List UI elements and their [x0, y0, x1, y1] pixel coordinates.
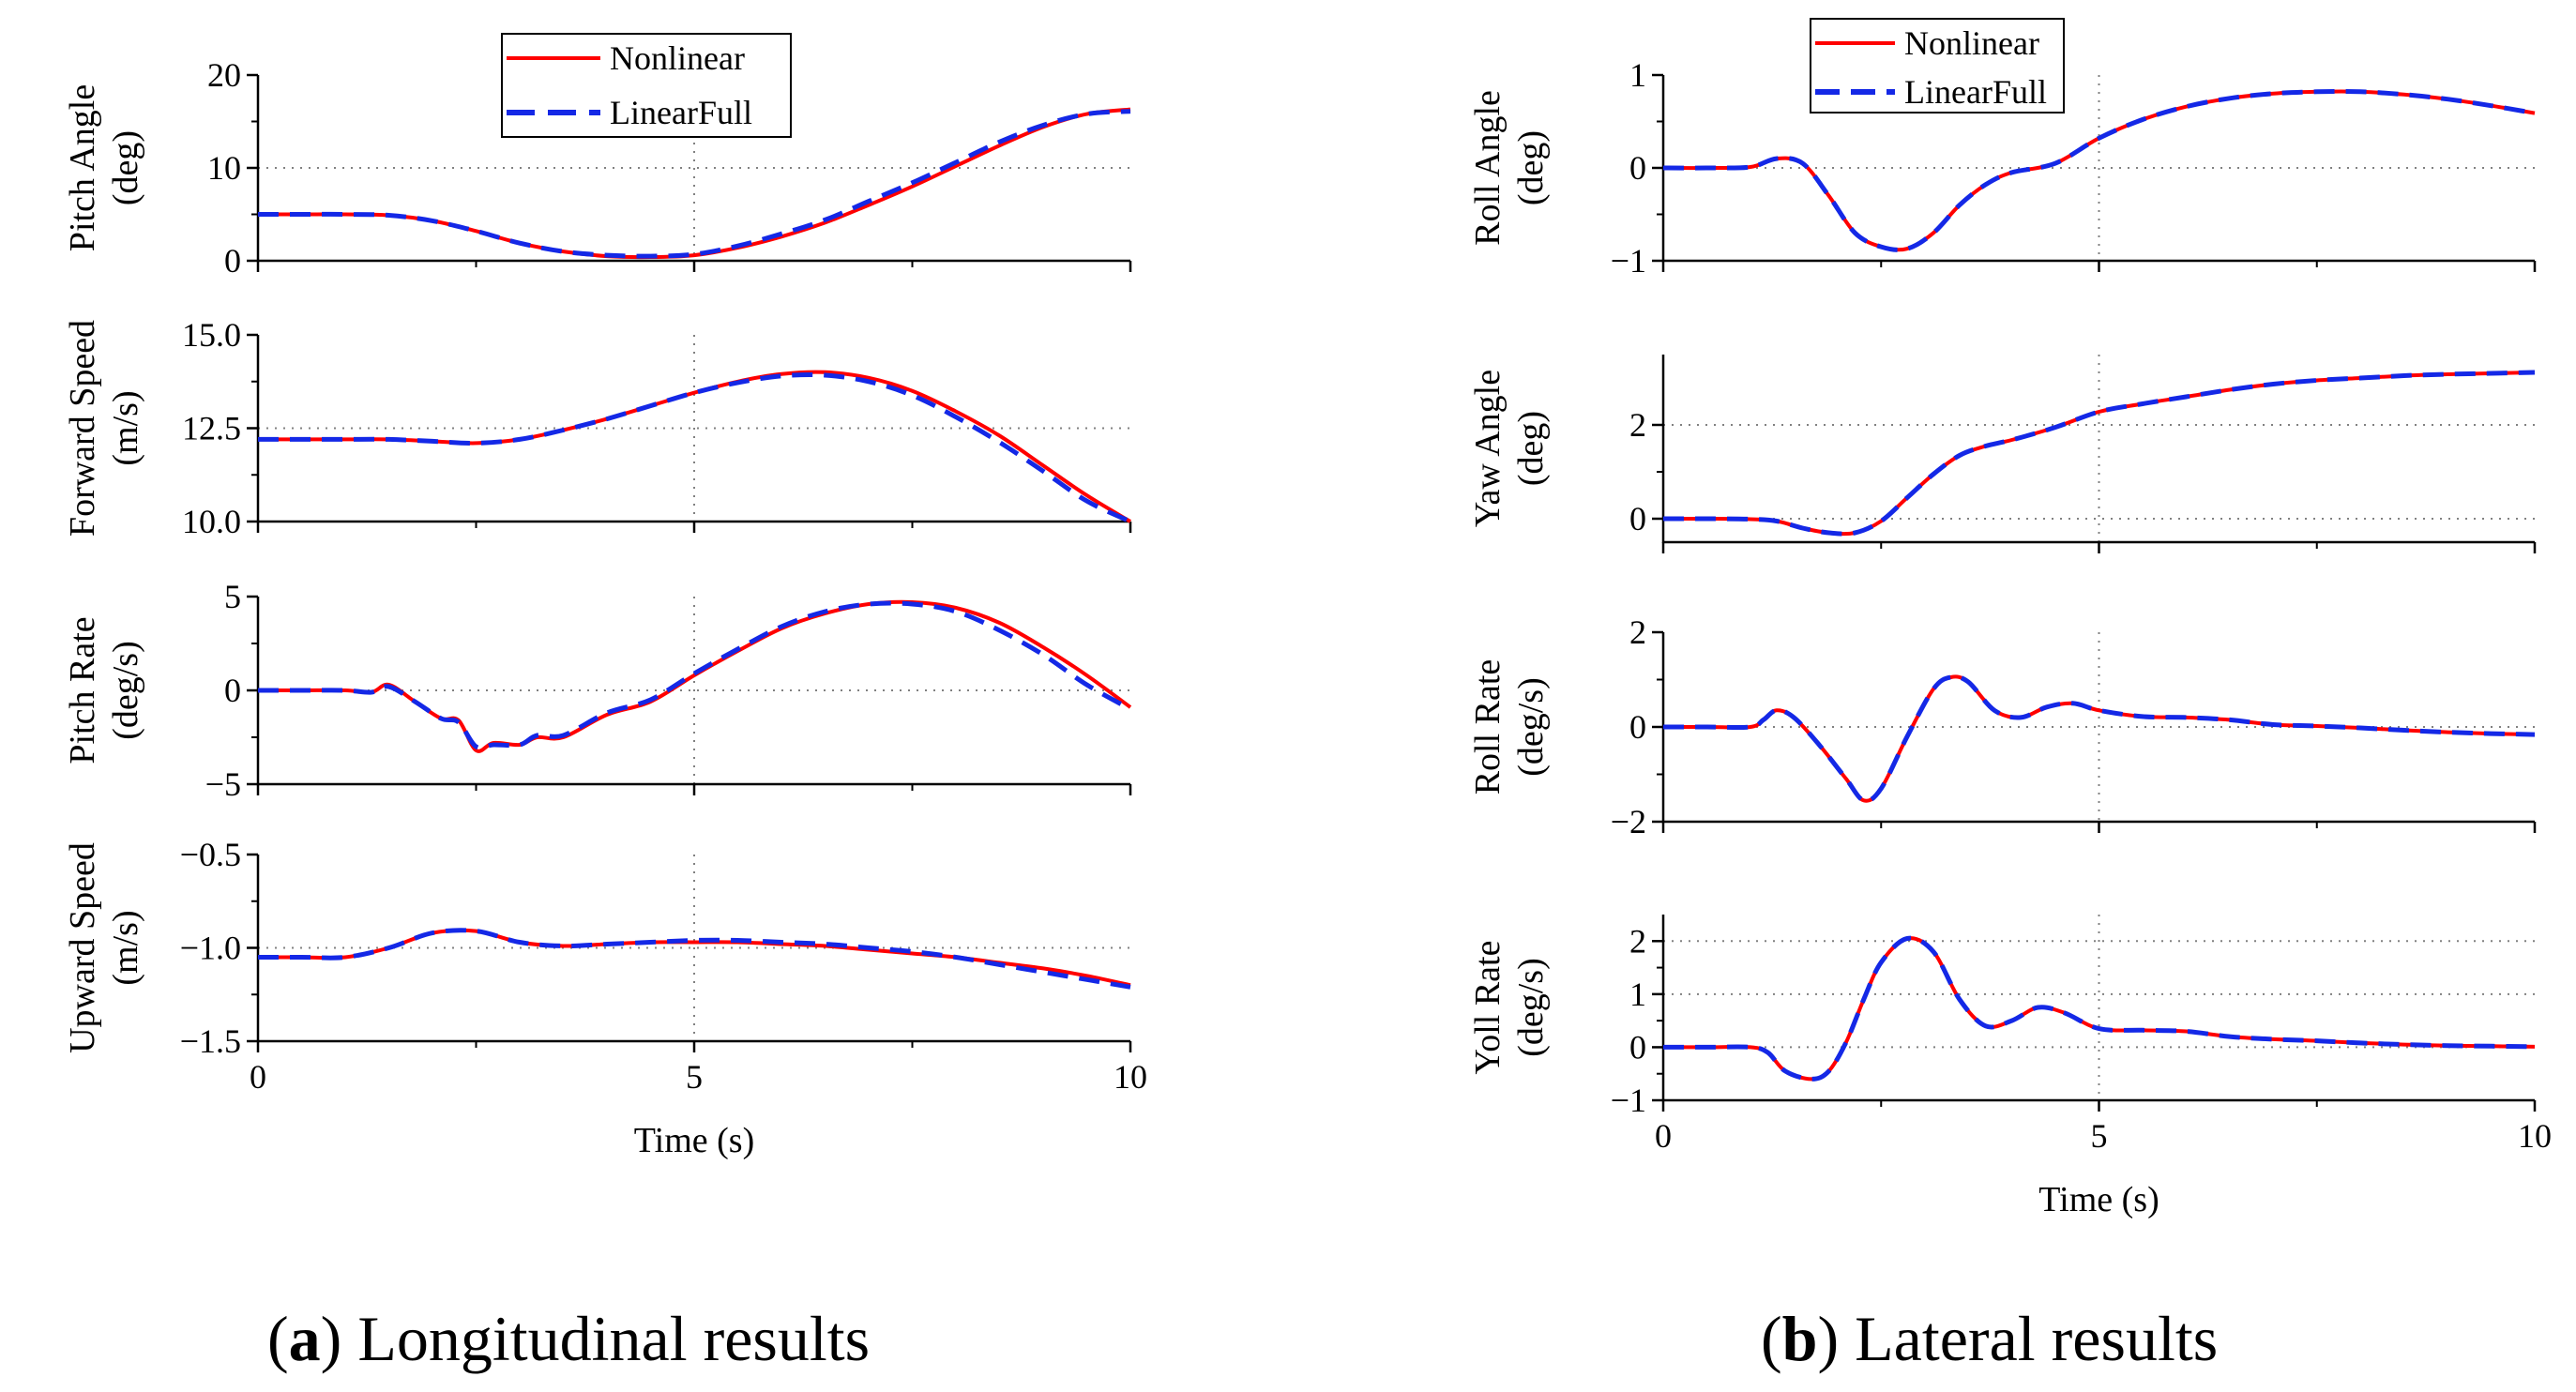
upward-speed-x-title: Time (s) [634, 1121, 754, 1160]
yoll-rate-y-title: Yoll Rate (deg/s) [1468, 941, 1551, 1075]
pitch-angle-y-title-line: Pitch Angle [63, 84, 102, 251]
legend-a-box [501, 33, 792, 138]
yaw-angle-series-nonlinear [1662, 371, 2536, 537]
yoll-rate-y-tick-label: −1 [1611, 1082, 1646, 1119]
pitch-rate-y-tick-label: −5 [205, 765, 241, 803]
pitch-angle-chart: 0 10 20 Pitch Angle (deg) [63, 56, 1132, 280]
upward-speed-chart: −1.5 −1.0 −0.5 0 5 10 Upward Speed (m/s) Time (s… [63, 836, 1147, 1160]
upward-speed-y-tick-label: −1.5 [180, 1022, 241, 1060]
upward-speed-y-title: Upward Speed (m/s) [63, 842, 145, 1053]
roll-angle-series-linearfull [1662, 89, 2536, 252]
yoll-rate-y-title-line: (deg/s) [1511, 958, 1551, 1057]
yaw-angle-y-title: Yaw Angle (deg) [1468, 370, 1551, 527]
roll-angle-chart: −1 0 1 Roll Angle (deg) [1468, 56, 2537, 280]
upward-speed-y-title-line: (m/s) [106, 910, 145, 985]
upward-speed-series-linearfull [257, 928, 1131, 990]
roll-rate-series-nonlinear [1663, 674, 2536, 803]
pitch-angle-y-title: Pitch Angle (deg) [63, 84, 145, 251]
legend-b-nonlinear-label: Nonlinear [1904, 24, 2039, 62]
forward-speed-y-title-line: (m/s) [106, 390, 145, 465]
forward-speed-y-tick-label: 15.0 [182, 316, 241, 354]
upward-speed-x-tick-label: 0 [250, 1058, 266, 1096]
yaw-angle-chart: 0 2 Yaw Angle (deg) [1468, 355, 2537, 553]
yaw-angle-series-linearfull [1662, 370, 2536, 537]
roll-rate-chart: −2 0 2 Roll Rate (deg/s) [1468, 613, 2537, 840]
legend-a-linear-label: LinearFull [610, 94, 752, 131]
pitch-rate-y-tick-label: 0 [224, 672, 241, 709]
pitch-rate-y-title: Pitch Rate (deg/s) [63, 616, 145, 764]
pitch-angle-y-tick-label: 10 [207, 149, 241, 187]
forward-speed-y-title: Forward Speed (m/s) [63, 320, 145, 537]
roll-angle-y-tick-label: −1 [1611, 242, 1646, 280]
upward-speed-x-tick-label: 10 [1114, 1058, 1147, 1096]
roll-rate-series-linearfull [1663, 673, 2536, 804]
caption-a-text: Longitudinal results [357, 1303, 870, 1374]
legend-a: Nonlinear LinearFull [501, 33, 792, 138]
yoll-rate-x-tick-label: 5 [2091, 1117, 2108, 1155]
caption-a: (a) Longitudinal results [267, 1303, 870, 1374]
pitch-rate-y-tick-label: 5 [224, 578, 241, 615]
forward-speed-series-linearfull [258, 371, 1132, 524]
legend-b-linear-label: LinearFull [1904, 73, 2047, 111]
roll-angle-y-title-line: (deg) [1511, 130, 1551, 205]
upward-speed-y-title-line: Upward Speed [63, 842, 102, 1053]
caption-b: (b) Lateral results [1761, 1303, 2218, 1374]
yaw-angle-y-tick-label: 0 [1629, 500, 1646, 537]
yoll-rate-y-title-line: Yoll Rate [1468, 941, 1508, 1075]
yoll-rate-y-tick-label: 1 [1629, 976, 1646, 1013]
yoll-rate-y-tick-label: 2 [1629, 922, 1646, 960]
forward-speed-series-nonlinear [258, 370, 1132, 523]
roll-angle-y-title-line: Roll Angle [1468, 90, 1508, 246]
yaw-angle-y-title-line: Yaw Angle [1468, 370, 1508, 527]
roll-rate-y-tick-label: −2 [1611, 803, 1646, 840]
yoll-rate-series-linearfull [1663, 935, 2536, 1082]
caption-b-letter: b [1782, 1303, 1818, 1374]
yoll-rate-x-title: Time (s) [2038, 1180, 2159, 1219]
yoll-rate-y-tick-label: 0 [1629, 1028, 1646, 1066]
pitch-angle-y-title-line: (deg) [106, 130, 145, 205]
pitch-rate-series-nonlinear [258, 599, 1132, 753]
forward-speed-chart: 10.0 12.5 15.0 Forward Speed (m/s) [63, 316, 1132, 540]
forward-speed-y-tick-label: 12.5 [182, 410, 241, 447]
yaw-angle-y-tick-label: 2 [1629, 406, 1646, 444]
roll-rate-y-tick-label: 0 [1629, 708, 1646, 746]
yoll-rate-x-tick-label: 0 [1655, 1117, 1672, 1155]
legend-b: Nonlinear LinearFull [1810, 18, 2065, 113]
roll-angle-y-title: Roll Angle (deg) [1468, 90, 1551, 246]
roll-rate-y-title: Roll Rate (deg/s) [1468, 659, 1551, 795]
forward-speed-y-title-line: Forward Speed [63, 320, 102, 537]
roll-angle-y-tick-label: 1 [1629, 56, 1646, 94]
yaw-angle-y-title-line: (deg) [1511, 411, 1551, 486]
yoll-rate-x-tick-label: 10 [2518, 1117, 2552, 1155]
upward-speed-y-tick-label: −0.5 [180, 836, 241, 873]
roll-angle-series-nonlinear [1662, 89, 2536, 252]
legend-a-nonlinear-label: Nonlinear [610, 39, 745, 77]
pitch-rate-y-title-line: (deg/s) [106, 641, 145, 740]
roll-rate-y-title-line: Roll Rate [1468, 659, 1508, 795]
pitch-angle-y-tick-label: 20 [207, 56, 241, 94]
pitch-rate-chart: −5 0 5 Pitch Rate (deg/s) [63, 578, 1132, 803]
roll-angle-y-tick-label: 0 [1629, 149, 1646, 187]
roll-rate-y-tick-label: 2 [1629, 613, 1646, 651]
upward-speed-x-tick-label: 5 [686, 1058, 703, 1096]
caption-b-text: Lateral results [1855, 1303, 2218, 1374]
pitch-angle-series-linearfull [257, 109, 1131, 259]
caption-a-letter: a [289, 1303, 321, 1374]
roll-rate-y-title-line: (deg/s) [1511, 677, 1551, 777]
pitch-angle-y-tick-label: 0 [224, 242, 241, 280]
upward-speed-y-tick-label: −1.0 [180, 930, 241, 967]
legend-b-box [1810, 18, 2065, 113]
pitch-rate-series-linearfull [258, 600, 1132, 750]
forward-speed-y-tick-label: 10.0 [182, 503, 241, 540]
pitch-rate-y-title-line: Pitch Rate [63, 616, 102, 764]
